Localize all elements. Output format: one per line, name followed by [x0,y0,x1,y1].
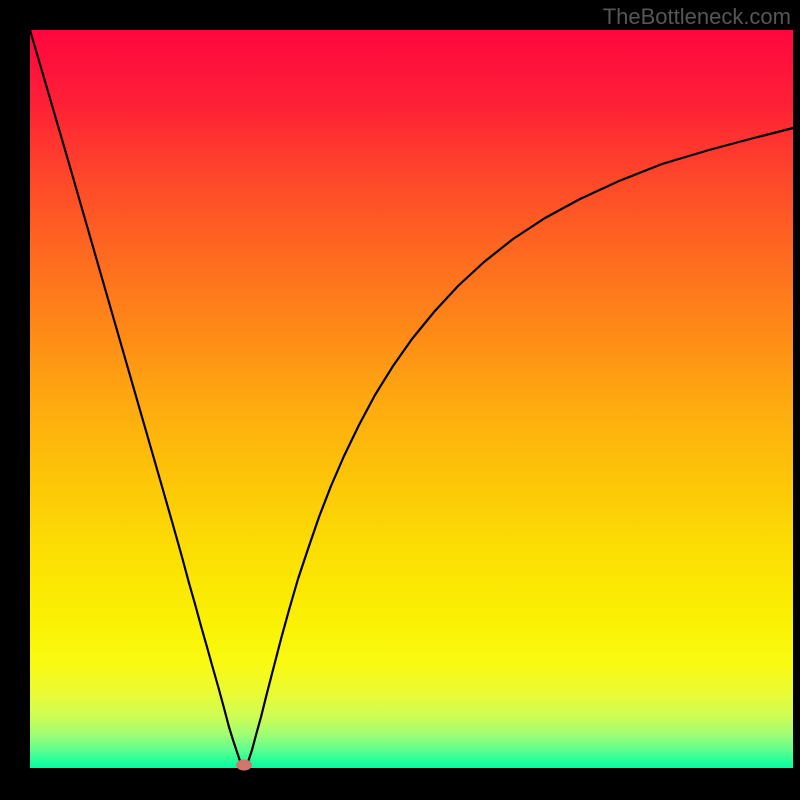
chart-curve-path [30,30,793,767]
minimum-marker [236,760,252,771]
chart-canvas: TheBottleneck.com [0,0,800,800]
chart-curve-svg [0,0,800,800]
watermark-text: TheBottleneck.com [603,4,791,30]
